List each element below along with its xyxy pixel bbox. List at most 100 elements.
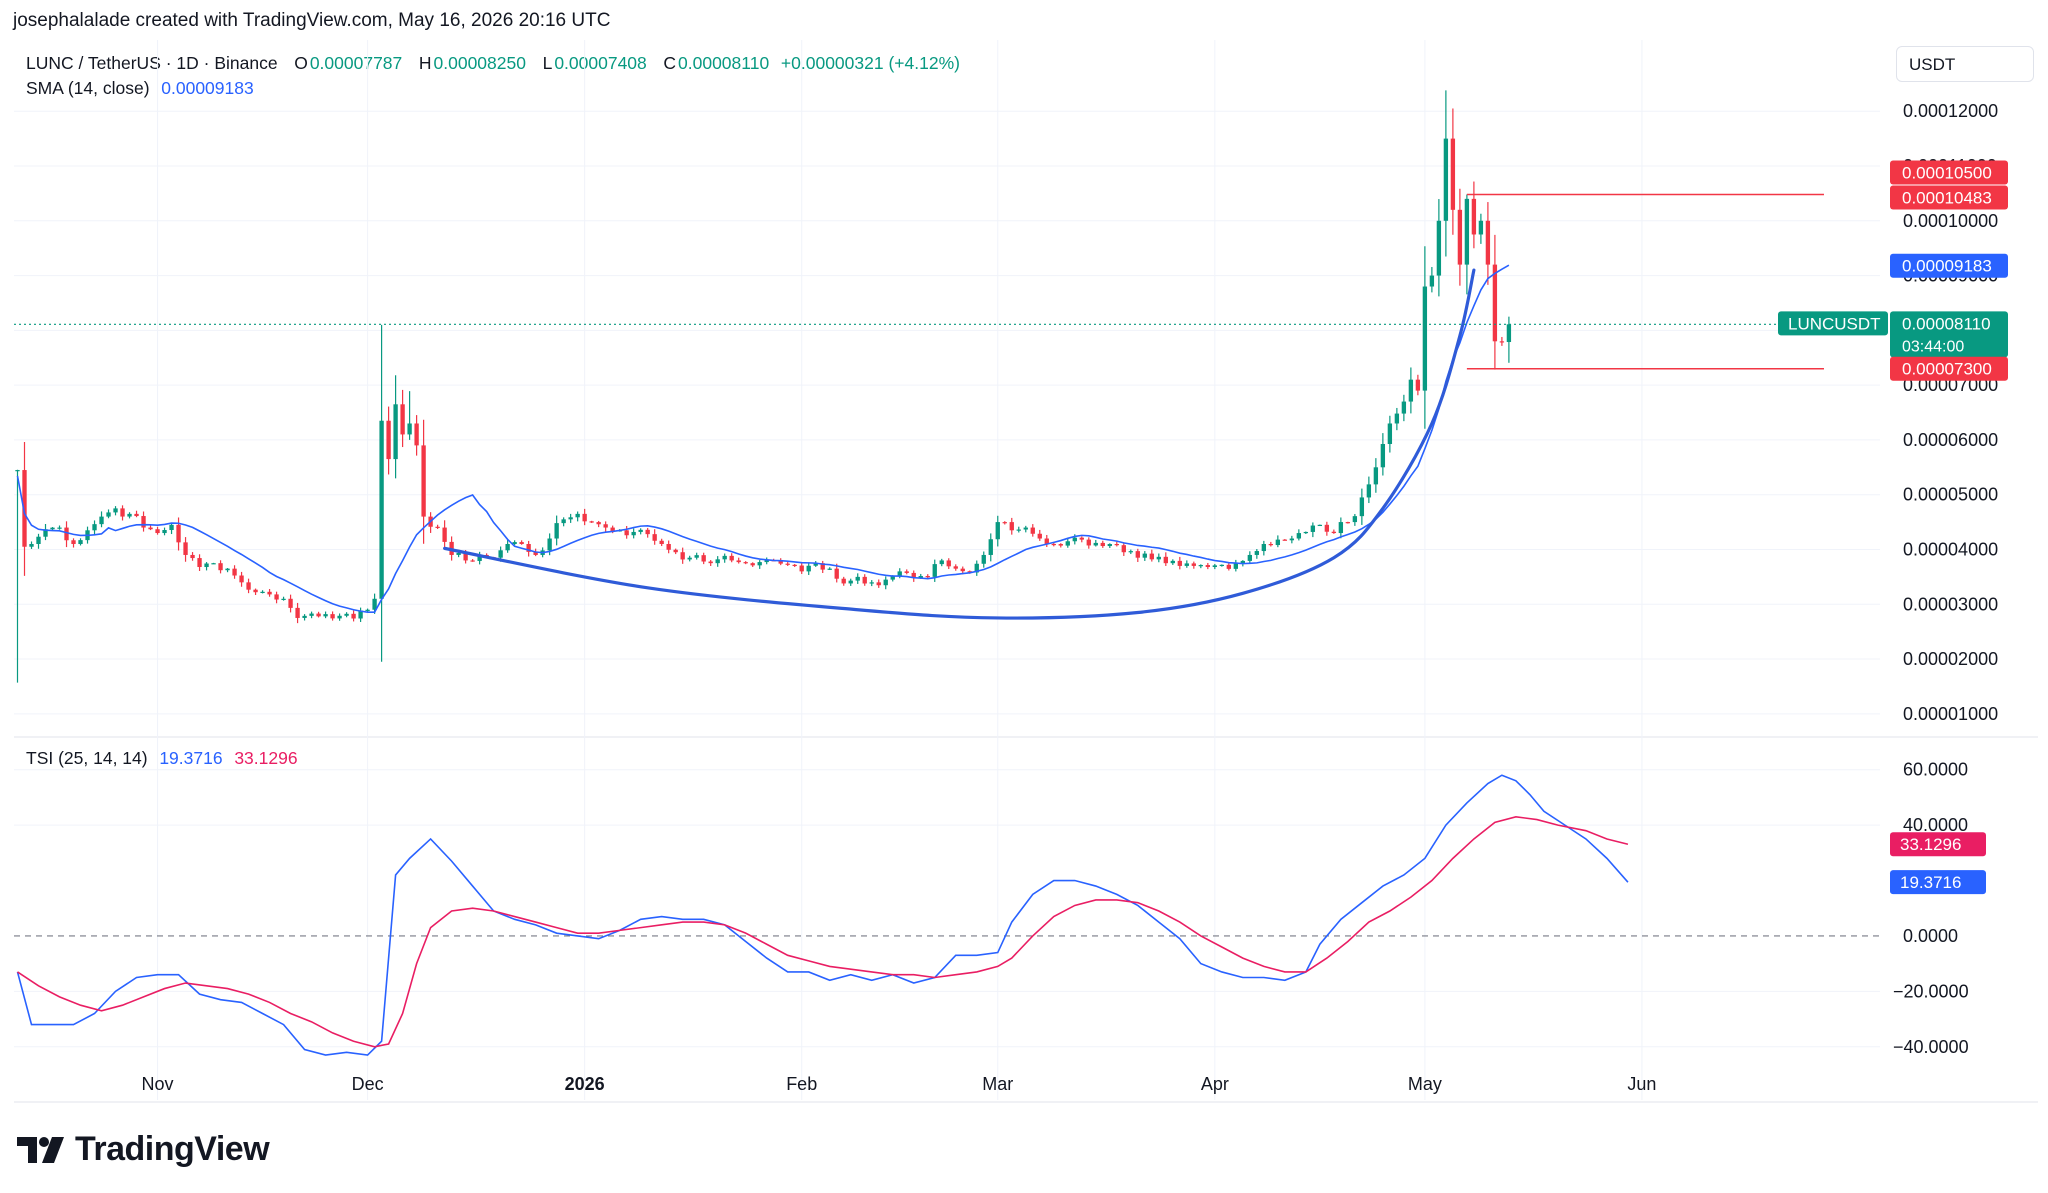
candle-body <box>981 554 986 564</box>
candle-body <box>1492 264 1498 342</box>
price-tick-label: 0.00012000 <box>1903 101 1998 121</box>
candle-body <box>1065 541 1070 546</box>
sma-label[interactable]: SMA (14, close) <box>26 78 150 98</box>
candle-body <box>155 529 160 534</box>
candle-body <box>1289 538 1295 541</box>
candle-body <box>806 565 811 572</box>
tsi-pane <box>14 774 1880 1056</box>
tsi-signal-badge <box>1890 832 1986 857</box>
candle-body <box>1233 563 1238 569</box>
candle-body <box>645 529 650 535</box>
candle-body <box>589 521 594 523</box>
candle-body <box>127 513 132 517</box>
price-tick-label: 0.00008000 <box>1903 320 1998 340</box>
sma-price-badge-text: 0.00009183 <box>1902 257 1992 276</box>
low-level-badge <box>1890 356 2008 381</box>
rounded-bottom-curve <box>443 268 1476 620</box>
candle-body <box>666 544 671 550</box>
symbol-title[interactable]: LUNC / TetherUS · 1D · Binance <box>26 53 278 73</box>
candle-body <box>1457 209 1463 265</box>
open-value: 0.00007787 <box>309 53 403 73</box>
candle-body <box>512 542 517 544</box>
time-axis-label: Feb <box>786 1074 817 1094</box>
candle-body <box>1079 537 1084 540</box>
high-level-badge-a <box>1890 160 2008 185</box>
high-label: H <box>418 53 432 73</box>
candle-body <box>400 404 405 435</box>
candle-body <box>1443 138 1449 221</box>
last-price-badge <box>1890 311 2008 358</box>
low-value: 0.00007408 <box>554 53 647 73</box>
sma-legend: SMA (14, close) 0.00009183 <box>26 78 256 99</box>
tsi-tick-label: −40.0000 <box>1893 1037 1969 1057</box>
candle-body <box>792 564 797 567</box>
candle-body <box>239 575 244 583</box>
candle-body <box>939 560 944 565</box>
symbol-badge-text: LUNCUSDT <box>1788 314 1881 333</box>
tsi-label[interactable]: TSI (25, 14, 14) <box>26 748 148 768</box>
candle-body <box>302 615 307 618</box>
candle-body <box>1191 563 1196 566</box>
candle-body <box>1450 138 1456 210</box>
candle-body <box>1184 563 1189 566</box>
sma-value: 0.00009183 <box>161 78 254 98</box>
candle-body <box>1359 497 1365 517</box>
candle-body <box>330 614 335 619</box>
candle-body <box>386 420 391 460</box>
candle-body <box>750 563 755 566</box>
candle-body <box>526 544 531 552</box>
currency-selector[interactable]: USDT <box>1896 46 2034 82</box>
candle-body <box>694 555 699 558</box>
candle-body <box>141 516 146 528</box>
price-tick-label: 0.00006000 <box>1903 430 1998 450</box>
candle-body <box>71 540 76 544</box>
candle-body <box>421 445 426 517</box>
candle-body <box>120 508 125 517</box>
candle-body <box>708 561 713 564</box>
candle-body <box>183 542 188 555</box>
candle-body <box>617 530 622 532</box>
candle-body <box>883 579 888 586</box>
candle-body <box>470 560 475 562</box>
candle-body <box>624 530 629 536</box>
time-axis-label: Jun <box>1627 1074 1656 1094</box>
candle-body <box>1345 522 1351 524</box>
tsi-signal-badge-text: 33.1296 <box>1900 835 1961 854</box>
sma-price-badge <box>1890 253 2008 278</box>
candle-body <box>561 519 566 524</box>
candle-body <box>827 568 832 570</box>
candle-body <box>1121 545 1126 553</box>
high-value: 0.00008250 <box>433 53 526 73</box>
candle-body <box>344 613 349 616</box>
candle-body <box>1128 551 1133 553</box>
candle-body <box>1030 527 1035 534</box>
candle-body <box>813 563 818 566</box>
candle-body <box>848 580 853 584</box>
candle-body <box>428 516 433 527</box>
candle-body <box>988 539 993 555</box>
time-axis-label: Mar <box>982 1074 1013 1094</box>
candle-body <box>1268 544 1274 546</box>
candle-body <box>337 615 342 619</box>
candle-body <box>176 524 181 543</box>
candle-body <box>1044 538 1049 544</box>
candle-body <box>92 524 97 531</box>
price-tick-label: 0.00009000 <box>1903 266 1998 286</box>
price-tick-label: 0.00011000 <box>1903 156 1997 176</box>
candle-body <box>477 554 482 561</box>
tradingview-wordmark: TradingView <box>75 1130 270 1168</box>
candle-body <box>162 530 167 534</box>
candle-body <box>505 544 510 551</box>
candle-body <box>1114 544 1119 546</box>
candle-body <box>638 529 643 532</box>
candle-body <box>351 613 356 619</box>
candle-body <box>519 542 524 544</box>
tradingview-logo[interactable]: TradingView <box>17 1130 270 1169</box>
candle-body <box>715 559 720 564</box>
candle-body <box>1198 565 1203 567</box>
candle-body <box>1100 542 1105 547</box>
candle-body <box>855 576 860 581</box>
chart-credit: josephalalade created with TradingView.c… <box>13 10 611 31</box>
candle-body <box>281 598 286 600</box>
